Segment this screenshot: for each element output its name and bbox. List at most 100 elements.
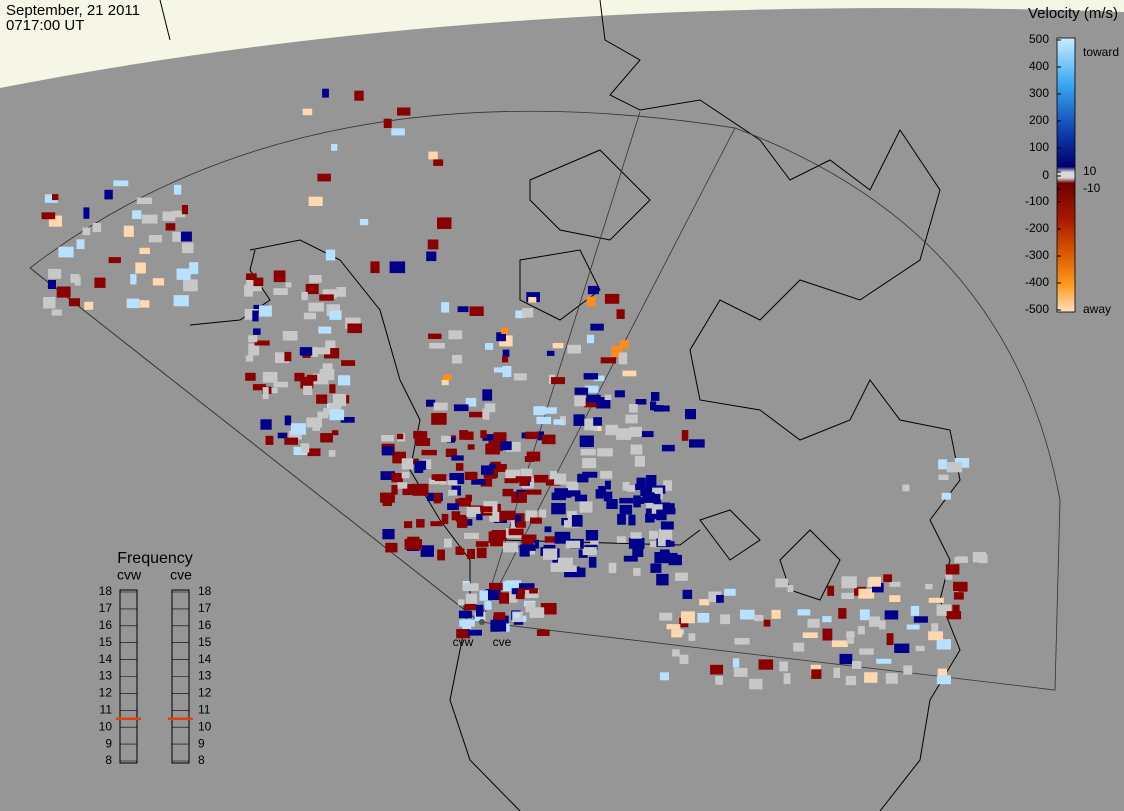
cell (584, 385, 599, 393)
colorbar-tick-label: -100 (1025, 194, 1049, 208)
cell (427, 239, 439, 250)
cell (528, 297, 537, 303)
cell (275, 352, 290, 363)
cell (494, 503, 501, 512)
cell (303, 385, 313, 395)
cell (936, 604, 952, 616)
cell (490, 619, 507, 632)
cell (139, 300, 150, 308)
cell (476, 513, 483, 521)
cell (300, 376, 314, 389)
cell (938, 474, 949, 481)
frequency-tick-label: 12 (198, 686, 212, 700)
frequency-panel: 8 8 9 9 10 10 11 11 12 12 13 13 14 14 15 15 16 16 17 17 18 18 (99, 584, 212, 767)
cell (300, 443, 310, 453)
cell (457, 516, 468, 528)
cell (515, 310, 526, 319)
cell (317, 173, 331, 182)
cell (253, 328, 261, 335)
frequency-tick-label: 18 (99, 584, 113, 598)
cell (341, 360, 356, 366)
cell (484, 403, 496, 413)
cell (481, 506, 493, 513)
cell (448, 330, 463, 340)
cell (284, 415, 292, 426)
cell (94, 277, 106, 288)
cell (577, 473, 589, 483)
cell (308, 302, 324, 312)
cell (429, 342, 445, 349)
frequency-tick-label: 16 (99, 618, 113, 632)
cell (886, 633, 894, 646)
cell (619, 340, 629, 349)
cell (502, 356, 509, 363)
cell (779, 661, 788, 672)
cell (640, 431, 654, 438)
cell (320, 433, 333, 443)
cell (322, 363, 333, 373)
cell (181, 242, 194, 254)
cell (936, 639, 951, 650)
cell (838, 608, 847, 619)
cell (894, 643, 910, 653)
cell (543, 548, 558, 560)
cell (189, 262, 199, 275)
cell (484, 601, 492, 610)
cell (516, 521, 526, 528)
cell (397, 107, 411, 116)
cell (688, 633, 696, 641)
cell (515, 588, 525, 600)
cell (533, 406, 546, 416)
cell (732, 658, 740, 668)
cell (525, 590, 539, 598)
cell (771, 609, 781, 619)
cell (885, 673, 898, 684)
cell (945, 564, 960, 575)
cell (618, 352, 628, 365)
cell (467, 444, 475, 450)
cell (172, 210, 186, 218)
cell (954, 557, 968, 563)
cell (135, 262, 146, 274)
cell (564, 520, 580, 528)
cell (797, 609, 811, 616)
cell (385, 542, 398, 553)
cell (567, 344, 581, 354)
cell (464, 471, 478, 480)
cell (841, 592, 854, 599)
cell (104, 189, 113, 200)
cell (525, 431, 539, 440)
cell (608, 562, 617, 574)
cell (319, 294, 334, 301)
cell (336, 287, 346, 297)
cell (650, 563, 662, 573)
cell (421, 449, 437, 456)
cell (566, 481, 579, 493)
colorbar-away: away (1083, 302, 1111, 316)
cell (419, 460, 427, 470)
cell (910, 606, 920, 616)
cell (489, 511, 500, 522)
cell (397, 482, 408, 489)
cell (544, 407, 557, 414)
cell (380, 471, 395, 480)
cell (457, 306, 469, 313)
cell (582, 471, 598, 478)
cell (494, 367, 508, 373)
cell (165, 223, 176, 231)
site-label: cve (493, 635, 512, 649)
cell (614, 390, 625, 398)
cell (945, 573, 953, 580)
cell (469, 306, 484, 316)
cell (404, 538, 412, 550)
cell (301, 291, 308, 301)
cell (493, 432, 507, 444)
cell (340, 417, 355, 423)
cell (465, 519, 473, 526)
cell (123, 225, 134, 237)
cell (482, 434, 498, 441)
cell (646, 499, 654, 511)
cell (174, 184, 182, 195)
cell (262, 387, 269, 400)
cell (659, 612, 673, 621)
